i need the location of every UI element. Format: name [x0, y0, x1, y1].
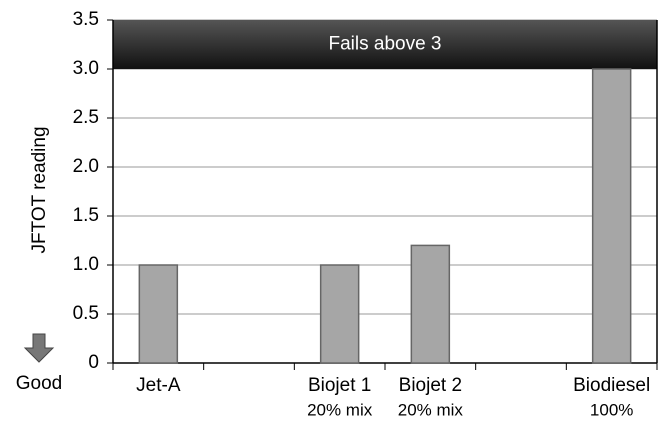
bar — [138, 264, 179, 364]
fail-band-text: Fails above 3 — [328, 34, 441, 55]
fail-band — [113, 20, 657, 69]
x-tick-label: 20% mix — [307, 400, 373, 419]
annotation: Good — [16, 373, 62, 394]
x-tick-label: 20% mix — [398, 400, 464, 419]
x-tick-label: Biodiesel — [573, 375, 650, 396]
x-tick-label: Biojet 2 — [399, 375, 462, 396]
x-tick-label: Biojet 1 — [308, 375, 371, 396]
bar — [319, 264, 360, 364]
down-arrow — [23, 333, 55, 363]
y-tick-label: 1.5 — [73, 205, 99, 226]
y-axis-label: JFTOT reading — [29, 126, 50, 253]
y-tick-label: 3.0 — [73, 58, 99, 79]
bar — [591, 68, 632, 364]
y-tick-label: 1.0 — [73, 254, 99, 275]
x-tick-label: Jet-A — [136, 375, 181, 396]
y-tick-label: 0.5 — [73, 303, 99, 324]
y-tick-label: 2.0 — [73, 156, 99, 177]
x-tick-label: 100% — [590, 400, 633, 419]
y-tick-label: 2.5 — [73, 107, 99, 128]
bar — [410, 244, 451, 364]
y-tick-label: 0 — [88, 352, 99, 373]
y-tick-label: 3.5 — [73, 9, 99, 30]
